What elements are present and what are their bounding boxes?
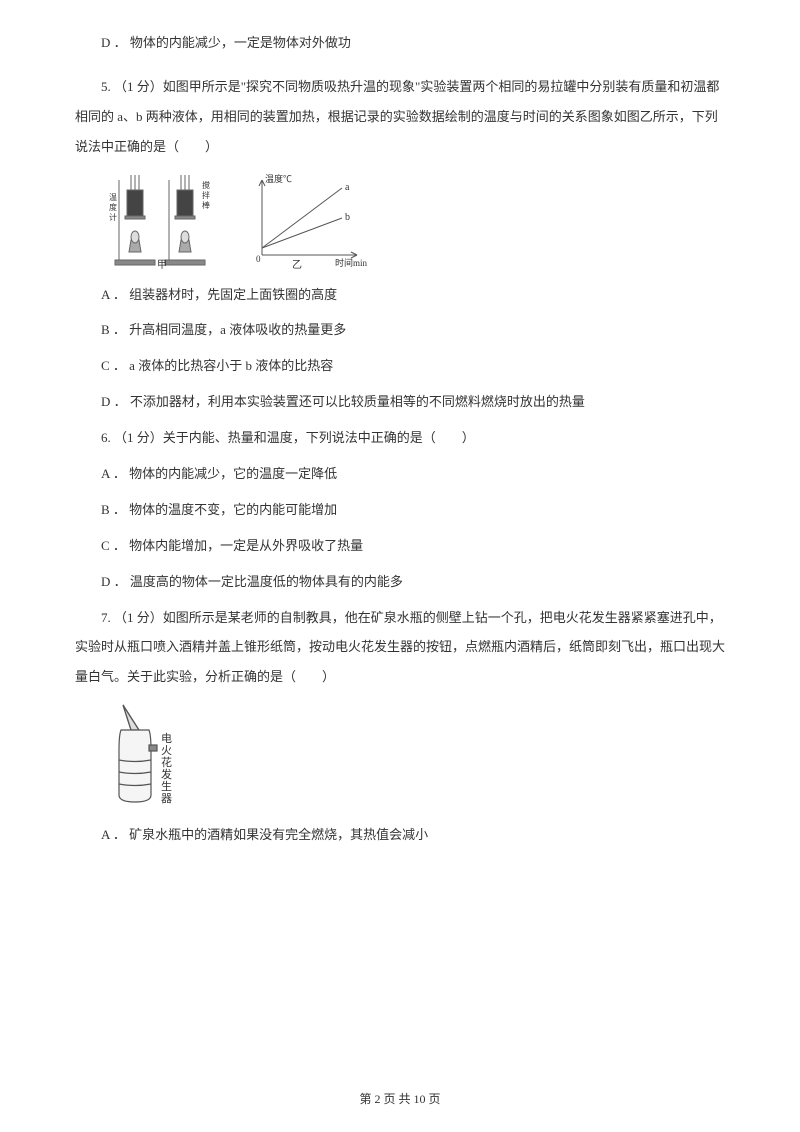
svg-text:计: 计 (109, 212, 117, 222)
svg-text:搅: 搅 (202, 180, 210, 190)
q6-option-c: C ． 物体内能增加，一定是从外界吸收了热量 (75, 531, 725, 561)
q6-option-a: A ． 物体的内能减少，它的温度一定降低 (75, 459, 725, 489)
q5-graph-line-b: b (345, 212, 350, 223)
svg-text:火: 火 (161, 745, 172, 757)
q6-stem: 6. （1 分）关于内能、热量和温度，下列说法中正确的是（ ） (75, 423, 725, 453)
q5-fig-yi-label: 乙 (292, 259, 302, 270)
page-footer: 第 2 页 共 10 页 (0, 1086, 800, 1114)
q5-graph-figure: 温度℃ 时间min a b 0 乙 (247, 170, 367, 270)
svg-text:生: 生 (161, 779, 172, 793)
q4-option-d: D ． 物体的内能减少，一定是物体对外做功 (75, 28, 725, 58)
svg-text:温: 温 (109, 193, 117, 202)
svg-text:0: 0 (256, 254, 261, 264)
q5-option-a: A ． 组装器材时，先固定上面铁圈的高度 (75, 280, 725, 310)
q7-figure-row: 电 火 花 发 生 器 (103, 700, 725, 810)
svg-text:棒: 棒 (202, 200, 210, 210)
q7-bottle-figure: 电 火 花 发 生 器 (103, 700, 203, 810)
svg-text:发: 发 (161, 767, 172, 781)
q5-graph-line-a: a (345, 182, 350, 193)
q5-option-d: D ． 不添加器材，利用本实验装置还可以比较质量相等的不同燃料燃烧时放出的热量 (75, 387, 725, 417)
q6-option-b: B ． 物体的温度不变，它的内能可能增加 (75, 495, 725, 525)
svg-text:花: 花 (161, 756, 172, 769)
q7-stem: 7. （1 分）如图所示是某老师的自制教具，他在矿泉水瓶的侧壁上钻一个孔，把电火… (75, 603, 725, 693)
q5-graph-ylabel: 温度℃ (265, 173, 292, 184)
q5-option-c: C ． a 液体的比热容小于 b 液体的比热容 (75, 351, 725, 381)
q5-fig-jia-label: 甲 (157, 260, 167, 270)
svg-text:电: 电 (161, 732, 172, 745)
q5-graph-xlabel: 时间min (335, 257, 367, 268)
q5-figure-row: 温 度 计 搅 拌 棒 甲 温度℃ 时间min a b 0 乙 (107, 170, 725, 270)
q5-option-b: B ． 升高相同温度，a 液体吸收的热量更多 (75, 315, 725, 345)
q5-apparatus-figure: 温 度 计 搅 拌 棒 甲 (107, 170, 217, 270)
q5-stem: 5. （1 分）如图甲所示是"探究不同物质吸热升温的现象"实验装置两个相同的易拉… (75, 72, 725, 162)
svg-text:度: 度 (109, 202, 117, 212)
q6-option-d: D ． 温度高的物体一定比温度低的物体具有的内能多 (75, 567, 725, 597)
q7-option-a: A ． 矿泉水瓶中的酒精如果没有完全燃烧，其热值会减小 (75, 820, 725, 850)
svg-text:拌: 拌 (202, 190, 210, 200)
svg-text:器: 器 (161, 792, 172, 805)
